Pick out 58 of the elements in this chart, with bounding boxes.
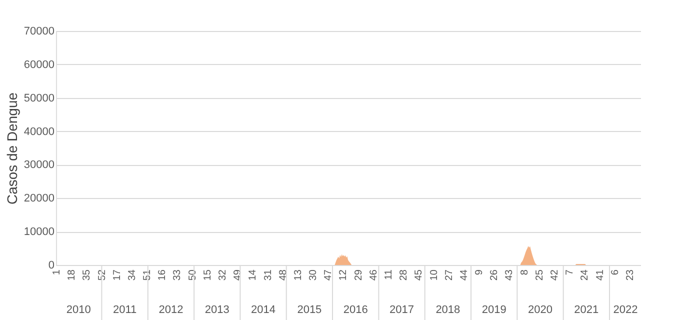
text: 2019 [482, 304, 506, 316]
text: 2017 [390, 304, 414, 316]
x-tick-label: 42 [550, 269, 561, 281]
x-tick-label: 33 [172, 269, 184, 281]
y-tick-label: 0 [48, 260, 54, 272]
x-tick-label: 11 [384, 269, 395, 280]
x-tick-label: 41 [594, 269, 606, 281]
y-tick-label: 70000 [24, 26, 54, 38]
text: 2011 [112, 304, 137, 316]
x-tick-label: 48 [278, 269, 289, 281]
x-tick-label: 45 [414, 269, 425, 281]
text: 2016 [343, 304, 368, 316]
x-tick-label: 44 [458, 269, 470, 281]
y-tick-label: 50000 [24, 92, 54, 104]
y-tick-label: 40000 [24, 126, 54, 138]
y-tick-label: 30000 [24, 159, 54, 172]
x-tick-label: 6 [610, 269, 621, 276]
x-tick-label: 1 [52, 269, 62, 276]
x-tick-label: 29 [353, 269, 364, 281]
text: 2020 [528, 304, 552, 316]
x-tick-label: 43 [504, 269, 516, 281]
text: 2013 [204, 304, 230, 316]
text: 2015 [297, 304, 322, 316]
x-tick-label: 47 [323, 269, 334, 281]
x-tick-label: 27 [444, 269, 455, 281]
x-tick-label: 25 [534, 269, 546, 281]
x-tick-label: 10 [428, 269, 440, 281]
text: 2012 [158, 304, 184, 316]
x-tick-label: 16 [157, 269, 168, 281]
text: 2010 [66, 304, 91, 316]
x-tick-label: 23 [624, 269, 636, 281]
x-tick-label: 28 [398, 269, 410, 281]
x-tick-label: 7 [564, 269, 576, 276]
x-tick-label: 17 [112, 269, 123, 281]
text: 2021 [574, 304, 599, 316]
x-tick-label: 15 [202, 269, 214, 281]
text: 2018 [436, 304, 460, 316]
x-tick-label: 30 [308, 269, 320, 281]
x-tick-label: 18 [66, 269, 78, 281]
x-tick-label: 31 [262, 269, 274, 281]
x-tick-label: 26 [489, 269, 500, 281]
x-tick-label: 8 [519, 269, 530, 276]
x-tick-label: 51 [142, 269, 154, 281]
y-axis-title: Casos de Dengue [4, 92, 20, 205]
x-tick-label: 13 [292, 269, 304, 281]
x-tick-label: 24 [580, 269, 591, 281]
x-tick-label: 12 [338, 269, 350, 281]
x-tick-label: 9 [474, 269, 486, 276]
x-tick-label: 35 [82, 269, 93, 281]
x-tick-label: 46 [368, 269, 380, 281]
y-tick-label: 10000 [24, 226, 54, 238]
x-tick-label: 14 [248, 269, 259, 281]
y-tick-label: 20000 [24, 192, 54, 205]
x-tick-label: 34 [126, 269, 138, 281]
text: 2022 [613, 304, 638, 316]
y-tick-label: 60000 [24, 58, 54, 71]
text: 2014 [251, 304, 276, 316]
x-tick-label: 32 [218, 269, 228, 281]
